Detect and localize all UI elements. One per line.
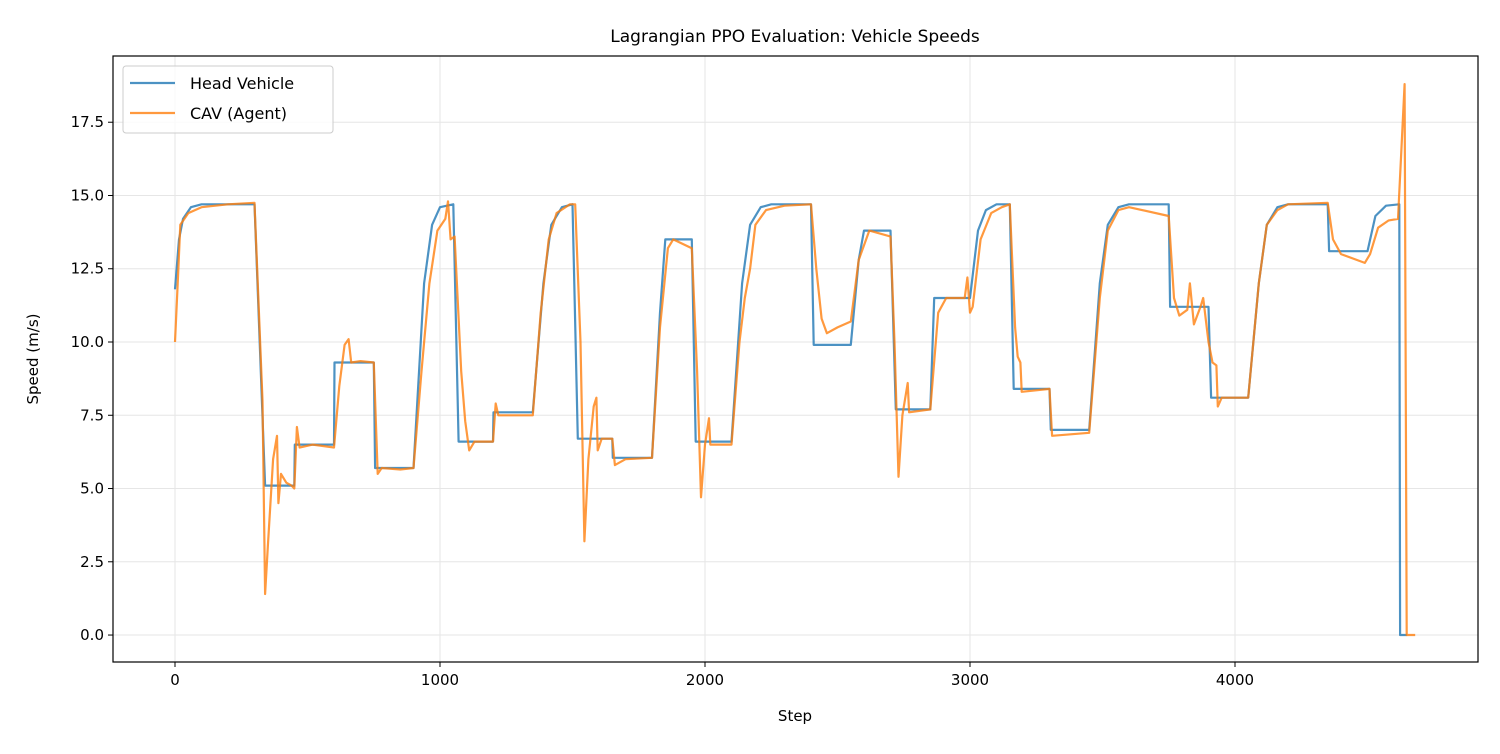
legend-label-cav-agent: CAV (Agent): [190, 104, 287, 123]
y-axis-ticks: 0.0 2.5 5.0 7.5 10.0 12.5 15.0 17.5: [71, 113, 113, 644]
x-axis-label: Step: [778, 707, 812, 725]
y-tick-label: 12.5: [71, 260, 104, 278]
y-tick-label: 5.0: [80, 480, 104, 498]
y-tick-label: 2.5: [80, 553, 104, 571]
grid: [113, 56, 1478, 662]
x-tick-label: 4000: [1216, 671, 1254, 689]
y-tick-label: 7.5: [80, 406, 104, 424]
y-tick-label: 0.0: [80, 626, 104, 644]
series-line-cav-agent: [173, 83, 1416, 637]
y-tick-label: 10.0: [71, 333, 104, 351]
x-tick-label: 3000: [951, 671, 989, 689]
y-tick-label: 17.5: [71, 113, 104, 131]
x-axis-ticks: 0 1000 2000 3000 4000: [170, 662, 1254, 689]
x-tick-label: 1000: [421, 671, 459, 689]
y-axis-label: Speed (m/s): [24, 314, 42, 405]
legend: Head Vehicle CAV (Agent): [122, 65, 334, 134]
y-tick-label: 15.0: [71, 186, 104, 204]
chart-title: Lagrangian PPO Evaluation: Vehicle Speed…: [610, 27, 980, 47]
x-tick-label: 2000: [686, 671, 724, 689]
plot-frame: [112, 55, 1479, 663]
legend-label-head-vehicle: Head Vehicle: [190, 74, 294, 93]
x-tick-label: 0: [170, 671, 180, 689]
series-lines: [173, 83, 1416, 637]
legend-box: [122, 65, 334, 134]
